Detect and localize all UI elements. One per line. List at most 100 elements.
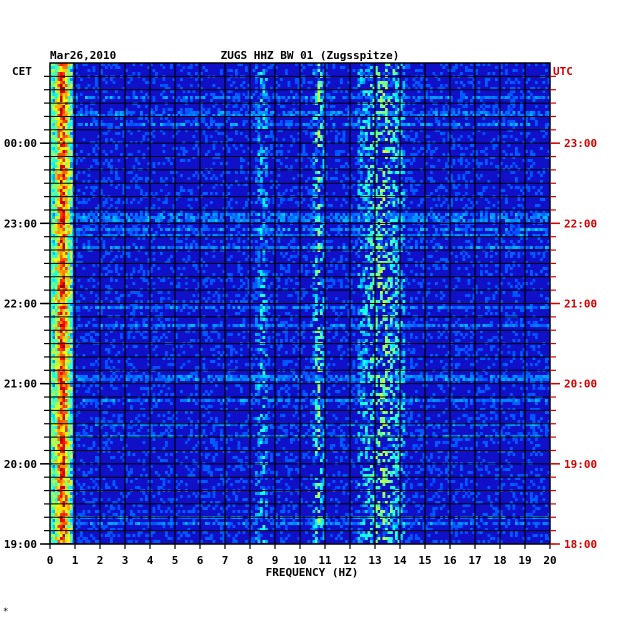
- spectrogram-cell: [217, 264, 221, 267]
- spectrogram-cell: [327, 96, 331, 99]
- spectrogram-cell: [527, 111, 531, 114]
- spectrogram-cell: [122, 219, 126, 222]
- spectrogram-cell: [257, 183, 261, 186]
- spectrogram-cell: [140, 276, 143, 279]
- spectrogram-cell: [122, 87, 126, 90]
- spectrogram-cell: [365, 246, 368, 249]
- spectrogram-cell: [322, 174, 326, 177]
- spectrogram-cell: [257, 72, 261, 75]
- spectrogram-cell: [90, 111, 93, 114]
- spectrogram-cell: [372, 192, 376, 195]
- spectrogram-cell: [80, 150, 83, 153]
- spectrogram-cell: [130, 114, 133, 117]
- spectrogram-cell: [357, 93, 361, 96]
- spectrogram-cell: [295, 201, 298, 204]
- spectrogram-cell: [490, 228, 493, 231]
- spectrogram-cell: [367, 201, 371, 204]
- spectrogram-cell: [262, 117, 266, 120]
- spectrogram-cell: [435, 111, 438, 114]
- spectrogram-cell: [335, 141, 338, 144]
- spectrogram-cell: [225, 237, 228, 240]
- spectrogram-cell: [60, 147, 63, 150]
- spectrogram-cell: [480, 246, 483, 249]
- spectrogram-cell: [385, 255, 388, 258]
- spectrogram-cell: [247, 105, 251, 108]
- spectrogram-cell: [407, 234, 411, 237]
- spectrogram-cell: [457, 228, 461, 231]
- spectrogram-cell: [272, 135, 276, 138]
- spectrogram-cell: [350, 174, 353, 177]
- spectrogram-cell: [510, 135, 513, 138]
- spectrogram-cell: [387, 237, 391, 240]
- spectrogram-cell: [185, 150, 188, 153]
- spectrogram-cell: [515, 123, 518, 126]
- spectrogram-cell: [182, 159, 186, 162]
- spectrogram-cell: [397, 273, 401, 276]
- spectrogram-cell: [225, 105, 228, 108]
- spectrogram-cell: [317, 270, 321, 273]
- spectrogram-cell: [505, 246, 508, 249]
- spectrogram-cell: [152, 69, 156, 72]
- spectrogram-cell: [357, 150, 361, 153]
- spectrogram-cell: [227, 201, 231, 204]
- spectrogram-cell: [120, 123, 123, 126]
- spectrogram-cell: [367, 237, 371, 240]
- spectrogram-cell: [95, 144, 98, 147]
- spectrogram-cell: [247, 147, 251, 150]
- spectrogram-cell: [362, 183, 366, 186]
- spectrogram-cell: [345, 108, 348, 111]
- spectrogram-cell: [412, 114, 416, 117]
- spectrogram-cell: [270, 132, 273, 135]
- spectrogram-cell: [52, 72, 56, 75]
- spectrogram-cell: [197, 216, 201, 219]
- spectrogram-cell: [145, 81, 148, 84]
- spectrogram-cell: [247, 171, 251, 174]
- spectrogram-cell: [255, 108, 258, 111]
- spectrogram-cell: [292, 108, 296, 111]
- spectrogram-cell: [455, 261, 458, 264]
- spectrogram-cell: [177, 246, 181, 249]
- spectrogram-cell: [297, 213, 301, 216]
- spectrogram-cell: [52, 126, 56, 129]
- spectrogram-cell: [435, 189, 438, 192]
- spectrogram-cell: [390, 276, 393, 279]
- spectrogram-cell: [70, 210, 73, 213]
- spectrogram-cell: [150, 141, 153, 144]
- spectrogram-cell: [332, 228, 336, 231]
- spectrogram-cell: [60, 63, 63, 66]
- spectrogram-cell: [320, 267, 323, 270]
- spectrogram-cell: [222, 213, 226, 216]
- spectrogram-cell: [515, 228, 518, 231]
- spectrogram-cell: [382, 174, 386, 177]
- spectrogram-cell: [142, 279, 146, 282]
- spectrogram-cell: [395, 171, 398, 174]
- spectrogram-cell: [370, 201, 373, 204]
- spectrogram-cell: [357, 126, 361, 129]
- spectrogram-cell: [67, 210, 71, 213]
- spectrogram-cell: [465, 66, 468, 69]
- spectrogram-cell: [335, 216, 338, 219]
- spectrogram-cell: [477, 261, 481, 264]
- spectrogram-cell: [70, 270, 73, 273]
- spectrogram-cell: [57, 267, 61, 270]
- spectrogram-cell: [322, 252, 326, 255]
- spectrogram-cell: [140, 216, 143, 219]
- spectrogram-cell: [470, 81, 473, 84]
- spectrogram-cell: [275, 246, 278, 249]
- spectrogram-cell: [300, 111, 303, 114]
- spectrogram-cell: [255, 177, 258, 180]
- spectrogram-cell: [135, 231, 138, 234]
- spectrogram-cell: [160, 117, 163, 120]
- spectrogram-cell: [275, 213, 278, 216]
- spectrogram-cell: [300, 90, 303, 93]
- spectrogram-cell: [397, 78, 401, 81]
- spectrogram-cell: [212, 105, 216, 108]
- spectrogram-cell: [57, 78, 61, 81]
- spectrogram-cell: [405, 78, 408, 81]
- spectrogram-cell: [217, 108, 221, 111]
- spectrogram-cell: [525, 213, 528, 216]
- spectrogram-cell: [505, 111, 508, 114]
- spectrogram-cell: [342, 165, 346, 168]
- spectrogram-cell: [140, 141, 143, 144]
- spectrogram-cell: [112, 216, 116, 219]
